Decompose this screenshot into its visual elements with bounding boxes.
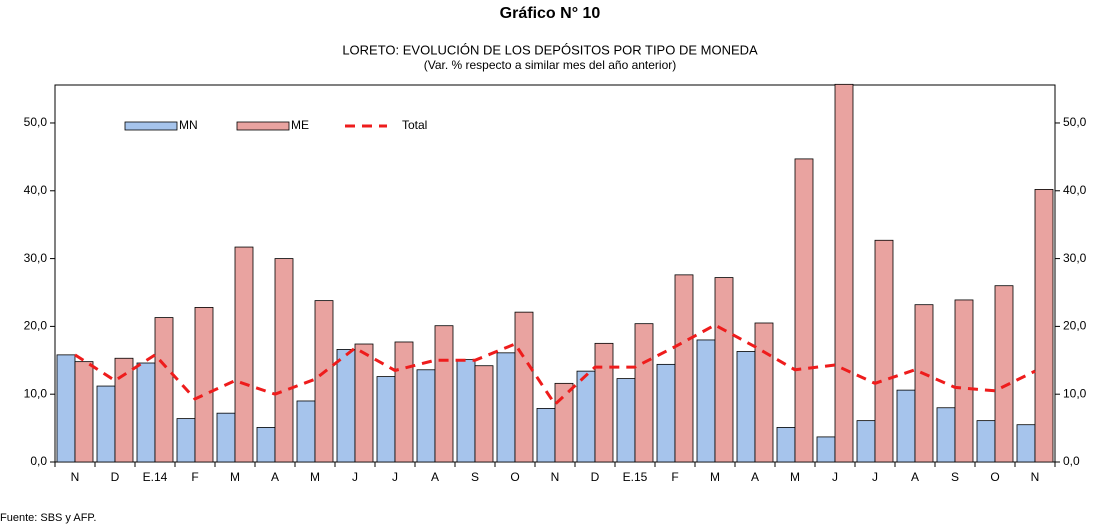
x-tick-label: A — [911, 470, 919, 484]
chart-subtitle: LORETO: EVOLUCIÓN DE LOS DEPÓSITOS POR T… — [342, 42, 758, 57]
bar — [234, 246, 254, 463]
x-tick-label: S — [471, 470, 479, 484]
source-note: Fuente: SBS y AFP. — [0, 512, 96, 524]
x-tick-label: A — [271, 470, 279, 484]
x-tick-label: M — [310, 470, 320, 484]
y2-tick-label: 0,0 — [1063, 454, 1080, 468]
bar — [176, 418, 196, 463]
legend-label: ME — [291, 118, 309, 132]
bar — [1016, 424, 1036, 463]
bar — [754, 322, 774, 463]
bar — [856, 420, 876, 463]
x-tick-label: F — [191, 470, 198, 484]
bar — [936, 407, 956, 463]
bar — [354, 343, 374, 463]
bar — [674, 274, 694, 463]
y2-tick-label: 20,0 — [1063, 319, 1087, 333]
bar — [314, 300, 334, 463]
bar — [194, 307, 214, 463]
y2-tick-label: 40,0 — [1063, 183, 1087, 197]
x-tick-label: N — [551, 470, 560, 484]
chart-title: Gráfico N° 10 — [500, 5, 601, 22]
bar — [56, 354, 76, 463]
bar — [154, 317, 174, 463]
x-tick-label: O — [990, 470, 999, 484]
bar — [114, 357, 134, 463]
x-tick-label: E.14 — [143, 470, 168, 484]
x-tick-label: D — [591, 470, 600, 484]
bar — [896, 389, 916, 463]
bar — [714, 277, 734, 463]
bar — [914, 304, 934, 463]
x-tick-label: D — [111, 470, 120, 484]
y-tick-label: 50,0 — [24, 115, 48, 129]
x-tick-label: A — [751, 470, 759, 484]
bar — [514, 311, 534, 463]
chart-subtitle: (Var. % respecto a similar mes del año a… — [424, 58, 677, 72]
bar — [976, 420, 996, 463]
bar — [816, 436, 836, 463]
bar — [656, 363, 676, 463]
bar — [416, 369, 436, 463]
bar — [474, 365, 494, 463]
x-tick-label: E.15 — [623, 470, 648, 484]
line-series — [74, 323, 1036, 407]
bar — [576, 370, 596, 463]
bar — [456, 359, 476, 463]
bar — [634, 323, 654, 463]
bar — [616, 378, 636, 463]
x-tick-label: J — [872, 470, 878, 484]
legend-label: MN — [179, 118, 198, 132]
y2-tick-label: 30,0 — [1063, 251, 1087, 265]
x-tick-label: N — [71, 470, 80, 484]
y-tick-label: 30,0 — [24, 251, 48, 265]
bar — [256, 427, 276, 463]
x-tick-label: O — [510, 470, 519, 484]
x-tick-label: J — [392, 470, 398, 484]
x-tick-label: F — [671, 470, 678, 484]
x-tick-label: M — [230, 470, 240, 484]
x-tick-label: A — [431, 470, 439, 484]
y-tick-label: 40,0 — [24, 183, 48, 197]
y-tick-label: 20,0 — [24, 319, 48, 333]
x-tick-label: J — [352, 470, 358, 484]
x-tick-label: J — [832, 470, 838, 484]
bar — [96, 385, 116, 463]
bar — [434, 325, 454, 463]
x-tick-label: M — [790, 470, 800, 484]
bar — [834, 83, 854, 463]
bar — [394, 341, 414, 463]
bar — [296, 400, 316, 463]
bar — [554, 382, 574, 463]
y2-tick-label: 50,0 — [1063, 115, 1087, 129]
x-tick-label: S — [951, 470, 959, 484]
bar — [874, 239, 894, 463]
bar — [594, 342, 614, 463]
bar — [696, 339, 716, 463]
x-tick-label: N — [1031, 470, 1040, 484]
bar — [74, 361, 94, 463]
legend-swatch — [124, 121, 178, 131]
legend-label: Total — [402, 118, 427, 132]
bar — [1034, 189, 1054, 463]
y2-tick-label: 10,0 — [1063, 386, 1087, 400]
bar — [794, 158, 814, 463]
bar — [496, 352, 516, 463]
bar — [536, 408, 556, 463]
bar — [376, 376, 396, 463]
bar — [736, 351, 756, 463]
bar — [336, 349, 356, 463]
y-tick-label: 10,0 — [24, 386, 48, 400]
bar — [994, 285, 1014, 463]
bar — [216, 412, 236, 463]
bar — [274, 258, 294, 463]
x-tick-label: M — [710, 470, 720, 484]
legend-swatch — [236, 121, 290, 131]
bar — [954, 299, 974, 463]
bar — [776, 427, 796, 463]
bar — [136, 362, 156, 463]
y-tick-label: 0,0 — [30, 454, 47, 468]
